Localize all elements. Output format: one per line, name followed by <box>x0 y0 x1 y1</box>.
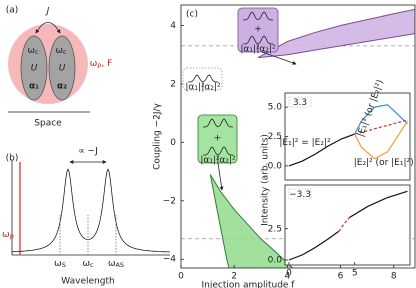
x-axis-label: Injection amplitude f <box>202 281 296 288</box>
sketch-box <box>182 67 223 91</box>
symbol: ω <box>55 46 63 56</box>
peak-label: ωc <box>82 259 94 270</box>
series-line <box>354 120 408 160</box>
cavity-pump-area <box>8 24 88 104</box>
legend-label: |E₁|² = |E₂|² <box>279 138 331 148</box>
y-tick-label: −2 <box>163 196 176 206</box>
cavity-nonlinearity: α₂ <box>57 82 67 92</box>
y-tick-label: 2.5 <box>268 132 282 142</box>
suffix: , F <box>101 59 112 69</box>
x-tick-label: 8 <box>391 272 397 282</box>
subscript: c <box>63 48 67 56</box>
region-fill <box>258 9 415 58</box>
y-tick-label: 2 <box>170 79 176 89</box>
panel-label: (a) <box>6 6 19 16</box>
subscript: p <box>97 61 101 69</box>
axis-label: Wavelength <box>61 277 114 287</box>
legend-label: |E₂|² (or |E₁|²) <box>354 158 414 168</box>
y-tick-label: 0.0 <box>268 161 283 171</box>
pump-label: ωp, F <box>90 59 113 70</box>
symbol: ω <box>54 259 62 269</box>
inset-tag: −3.3 <box>289 190 311 200</box>
sketch-peaks <box>203 146 233 156</box>
symbol: ω <box>2 230 10 240</box>
region-edge <box>209 174 294 268</box>
inset-y-label: Intensity (arb. units) <box>261 134 271 226</box>
pointer <box>217 162 224 191</box>
region-edge <box>258 33 415 59</box>
y-tick-label: 5.0 <box>268 103 283 113</box>
sketch-peaks <box>188 74 218 83</box>
subscript: p <box>10 232 14 240</box>
inset-tag: 3.3 <box>293 98 307 108</box>
subscript: S <box>62 261 66 269</box>
inset-tag-box <box>288 96 312 108</box>
symbol: ω <box>27 46 35 56</box>
x-tick-label: 0 <box>178 272 184 282</box>
inset-frame <box>284 184 411 266</box>
spectrum <box>11 168 171 253</box>
series-line <box>349 190 408 219</box>
sketch-box <box>197 114 238 164</box>
cavity-frequency: ωc <box>55 46 67 57</box>
x-tick-label: 6 <box>338 272 344 282</box>
coupling-arrow <box>35 22 61 34</box>
panel-label: (c) <box>186 10 198 20</box>
cavity <box>48 35 76 101</box>
subscript: c <box>90 261 94 269</box>
sketch-peaks <box>243 35 273 45</box>
sketch-plus: + <box>254 25 262 35</box>
x-tick-label: 2 <box>231 272 237 282</box>
y-tick-label: 0 <box>170 138 176 148</box>
series-line <box>288 230 340 261</box>
sketch-label: |α₂|² <box>216 156 236 166</box>
sketch-box <box>237 7 279 53</box>
cavity <box>20 35 48 101</box>
y-tick-label: 4 <box>170 21 176 31</box>
axis-label: Space <box>34 119 62 129</box>
cavity-interaction: U <box>31 64 38 74</box>
symbol: ω <box>82 259 90 269</box>
region-edge <box>257 8 415 59</box>
sketch-peaks <box>243 11 273 21</box>
sketch-label: |α₁|² <box>200 156 220 166</box>
cavity-nonlinearity: α₁ <box>29 82 39 92</box>
sketch-label: |α₂|² <box>201 83 221 93</box>
cavity-frequency: ωc <box>27 46 39 57</box>
x-tick-label: 5 <box>352 269 358 279</box>
sketch-label: |α₂|² <box>256 45 276 55</box>
pump-label: ωp <box>2 230 14 241</box>
y-tick-label: 0.0 <box>268 256 283 266</box>
peak-label: ωS <box>54 259 66 270</box>
plot-frame <box>180 4 416 269</box>
peak-label: ωAS <box>108 259 124 270</box>
sketch-peaks <box>203 118 233 128</box>
sketch-label: |α₁|² <box>240 45 260 55</box>
region-edge <box>209 174 230 268</box>
x-tick-label: 0 <box>286 269 292 279</box>
splitting-label: ∝ −J <box>78 147 98 157</box>
coupling-label: J <box>45 7 50 17</box>
y-tick-label: 2.5 <box>268 224 282 234</box>
y-axis-label: Coupling −2J/γ <box>153 102 163 169</box>
inset-tag-box <box>288 188 312 200</box>
cavity-interaction: U <box>59 64 66 74</box>
regions <box>209 8 415 268</box>
subscript: AS <box>115 261 124 269</box>
y-tick-label: −4 <box>163 255 177 265</box>
symbol: ω <box>90 59 98 69</box>
series-line <box>354 119 408 135</box>
symbol: ω <box>108 259 116 269</box>
panel-label: (b) <box>6 154 19 164</box>
subscript: c <box>35 48 39 56</box>
region-fill <box>210 174 293 268</box>
sketch-label: |α₁|² <box>185 83 205 93</box>
series-line <box>288 133 355 167</box>
pointer <box>261 51 297 65</box>
series-line <box>354 104 408 135</box>
x-tick-label: 4 <box>284 272 290 282</box>
sketch-plus: + <box>214 134 222 144</box>
